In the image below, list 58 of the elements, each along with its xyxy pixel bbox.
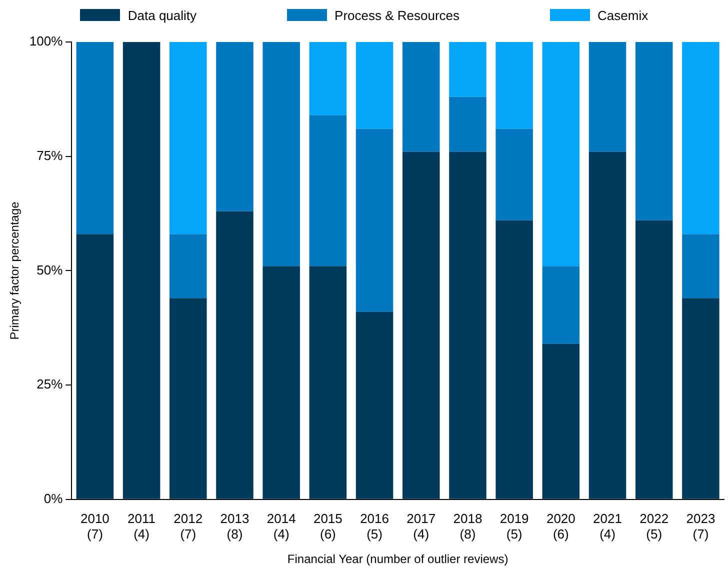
- x-tick-label: 2017 (4): [406, 510, 436, 542]
- legend-label: Casemix: [598, 8, 648, 22]
- bar: [635, 42, 673, 220]
- bar: [356, 312, 394, 499]
- bar: [542, 344, 580, 499]
- bar: [588, 42, 626, 152]
- x-tick-label: 2023 (7): [686, 510, 716, 542]
- bar: [309, 266, 347, 499]
- x-tick-label: 2011 (4): [128, 510, 156, 542]
- bar: [356, 128, 394, 312]
- bar: [682, 42, 720, 234]
- x-tick-label: 2010 (7): [80, 510, 110, 542]
- bar: [76, 234, 114, 499]
- bar: [542, 42, 580, 266]
- bar: [122, 42, 160, 499]
- x-tick-label: 2018 (8): [453, 510, 482, 542]
- bar: [542, 266, 580, 344]
- bar: [449, 42, 486, 97]
- bar: [170, 234, 207, 298]
- y-axis-title: Primary factor percentage: [8, 201, 22, 340]
- bar: [170, 42, 207, 234]
- bar: [76, 42, 114, 234]
- x-tick-label: 2013 (8): [220, 510, 250, 542]
- y-tick-label: 50%: [36, 262, 64, 278]
- bar: [496, 42, 533, 129]
- x-tick-label: 2015 (6): [313, 510, 342, 542]
- x-tick-label: 2019 (5): [500, 510, 529, 542]
- y-tick-label: 25%: [36, 376, 64, 392]
- x-axis-title: Financial Year (number of outlier reviews): [287, 552, 508, 566]
- x-tick-label: 2016 (5): [360, 510, 389, 542]
- legend-label: Process & Resources: [334, 8, 460, 22]
- bar: [588, 152, 626, 499]
- bar: [449, 152, 486, 499]
- bar: [216, 42, 254, 212]
- bar: [496, 128, 533, 220]
- bar: [309, 115, 347, 266]
- bar: [356, 42, 394, 129]
- bar: [496, 220, 533, 499]
- x-tick-label: 2012 (7): [174, 510, 203, 542]
- bar: [216, 211, 254, 499]
- bar: [682, 298, 720, 499]
- bar: [449, 96, 486, 152]
- bar: [635, 220, 673, 499]
- bar: [262, 266, 300, 499]
- bar: [682, 234, 720, 298]
- y-tick-label: 75%: [36, 148, 64, 163]
- x-tick-label: 2020 (6): [546, 510, 576, 542]
- bar: [402, 42, 440, 152]
- x-tick-label: 2022 (5): [640, 510, 669, 542]
- x-tick-label: 2021 (4): [593, 510, 622, 542]
- bar: [309, 42, 347, 116]
- bar: [262, 42, 300, 266]
- legend-label: Data quality: [128, 8, 197, 22]
- x-tick-label: 2014 (4): [266, 510, 296, 542]
- bar: [402, 152, 440, 499]
- y-tick-label: 0%: [44, 490, 64, 506]
- y-tick-label: 100%: [29, 34, 64, 49]
- bar: [170, 298, 207, 499]
